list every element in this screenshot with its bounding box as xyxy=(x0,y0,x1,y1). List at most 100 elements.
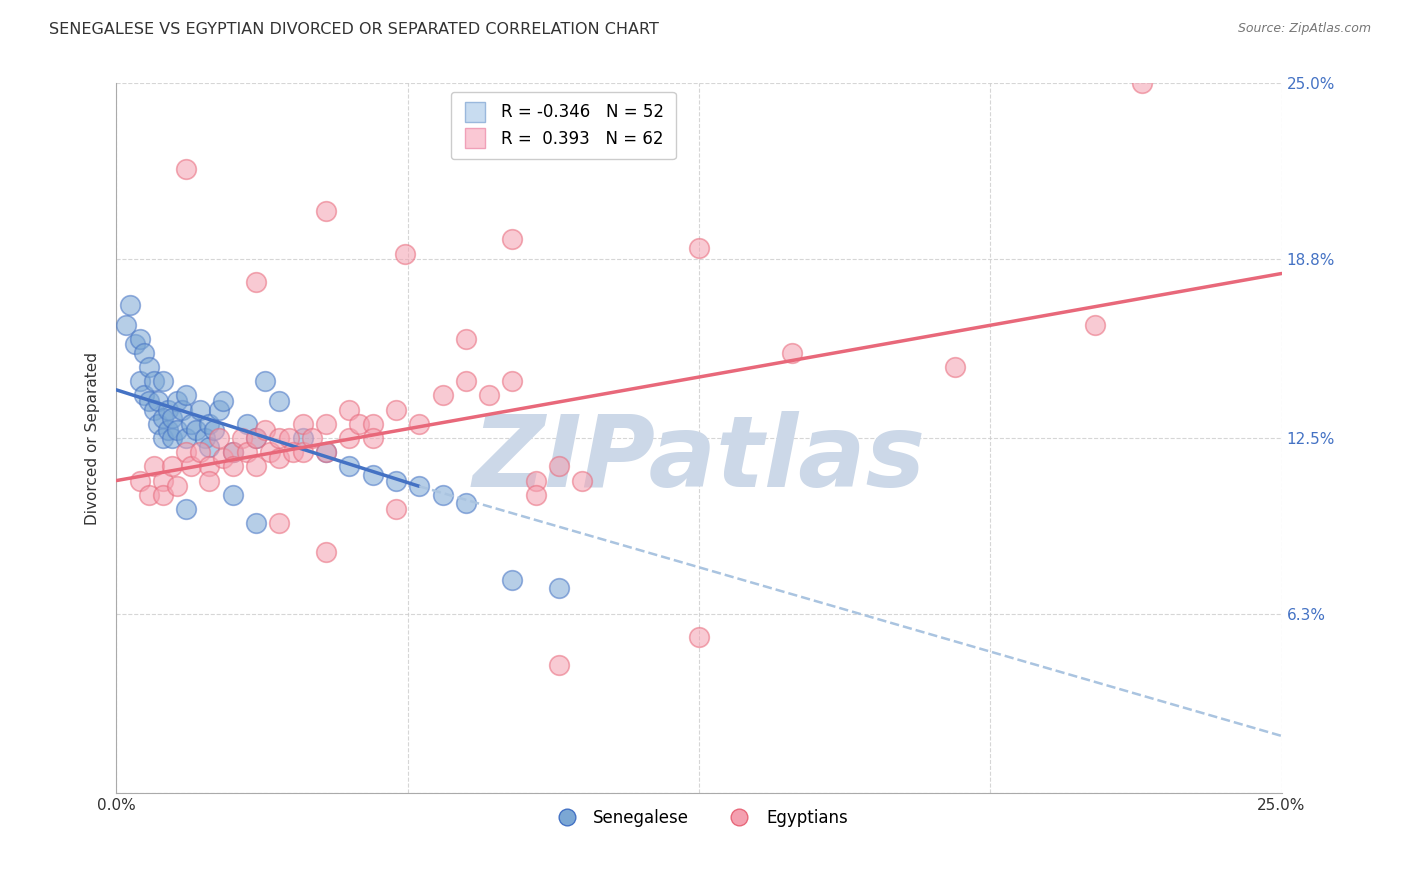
Point xyxy=(291,431,314,445)
Point xyxy=(180,417,202,431)
Point xyxy=(1084,318,1107,332)
Text: SENEGALESE VS EGYPTIAN DIVORCED OR SEPARATED CORRELATION CHART: SENEGALESE VS EGYPTIAN DIVORCED OR SEPAR… xyxy=(49,22,659,37)
Point xyxy=(114,318,136,332)
Point xyxy=(548,459,571,474)
Point xyxy=(269,516,291,530)
Point xyxy=(254,423,277,437)
Point xyxy=(134,346,156,360)
Point xyxy=(208,402,231,417)
Point xyxy=(478,388,501,402)
Point xyxy=(283,445,305,459)
Point xyxy=(166,479,188,493)
Point xyxy=(128,474,150,488)
Point xyxy=(315,544,337,558)
Point xyxy=(236,445,259,459)
Point xyxy=(385,502,408,516)
Point xyxy=(780,346,803,360)
Point xyxy=(160,411,183,425)
Point xyxy=(152,474,174,488)
Point xyxy=(394,246,416,260)
Point xyxy=(138,360,160,375)
Point xyxy=(142,374,165,388)
Point xyxy=(138,488,160,502)
Point xyxy=(152,374,174,388)
Point xyxy=(174,445,197,459)
Point xyxy=(152,411,174,425)
Point xyxy=(259,445,281,459)
Point xyxy=(361,417,384,431)
Text: Source: ZipAtlas.com: Source: ZipAtlas.com xyxy=(1237,22,1371,36)
Point xyxy=(245,516,267,530)
Point xyxy=(212,394,235,409)
Point xyxy=(454,374,477,388)
Point xyxy=(160,459,183,474)
Point xyxy=(120,298,142,312)
Point xyxy=(454,332,477,346)
Point xyxy=(571,474,593,488)
Point xyxy=(245,431,267,445)
Point xyxy=(501,374,523,388)
Point xyxy=(337,402,360,417)
Point xyxy=(688,241,710,255)
Y-axis label: Divorced or Separated: Divorced or Separated xyxy=(86,351,100,524)
Point xyxy=(291,417,314,431)
Point xyxy=(231,431,253,445)
Point xyxy=(160,431,183,445)
Point xyxy=(315,417,337,431)
Point xyxy=(548,582,571,596)
Point xyxy=(291,445,314,459)
Point xyxy=(277,431,299,445)
Point xyxy=(152,488,174,502)
Text: ZIPatlas: ZIPatlas xyxy=(472,411,925,508)
Point xyxy=(245,431,267,445)
Point xyxy=(337,431,360,445)
Point xyxy=(208,431,231,445)
Point xyxy=(198,440,221,454)
Point xyxy=(156,402,179,417)
Point xyxy=(188,402,211,417)
Point xyxy=(194,431,217,445)
Point xyxy=(188,445,211,459)
Point xyxy=(269,450,291,465)
Point xyxy=(138,394,160,409)
Point xyxy=(174,502,197,516)
Point xyxy=(198,459,221,474)
Point xyxy=(432,388,454,402)
Point xyxy=(1130,77,1153,91)
Point xyxy=(315,204,337,219)
Point xyxy=(198,417,221,431)
Point xyxy=(236,417,259,431)
Point xyxy=(361,467,384,482)
Point xyxy=(222,445,245,459)
Point xyxy=(315,445,337,459)
Point xyxy=(245,459,267,474)
Point xyxy=(943,360,966,375)
Point xyxy=(337,459,360,474)
Point xyxy=(315,445,337,459)
Point xyxy=(254,374,277,388)
Point xyxy=(269,394,291,409)
Point xyxy=(361,431,384,445)
Point xyxy=(501,232,523,246)
Point xyxy=(198,474,221,488)
Point xyxy=(432,488,454,502)
Point xyxy=(142,402,165,417)
Point xyxy=(408,479,430,493)
Point xyxy=(548,658,571,673)
Point xyxy=(128,332,150,346)
Point xyxy=(524,488,547,502)
Point xyxy=(301,431,323,445)
Point xyxy=(124,337,146,351)
Point xyxy=(222,445,245,459)
Point xyxy=(170,402,193,417)
Point xyxy=(174,388,197,402)
Point xyxy=(688,630,710,644)
Point xyxy=(184,423,207,437)
Point xyxy=(454,496,477,510)
Point xyxy=(174,431,197,445)
Point xyxy=(222,488,245,502)
Point xyxy=(148,394,170,409)
Point xyxy=(347,417,370,431)
Point xyxy=(385,402,408,417)
Point xyxy=(134,388,156,402)
